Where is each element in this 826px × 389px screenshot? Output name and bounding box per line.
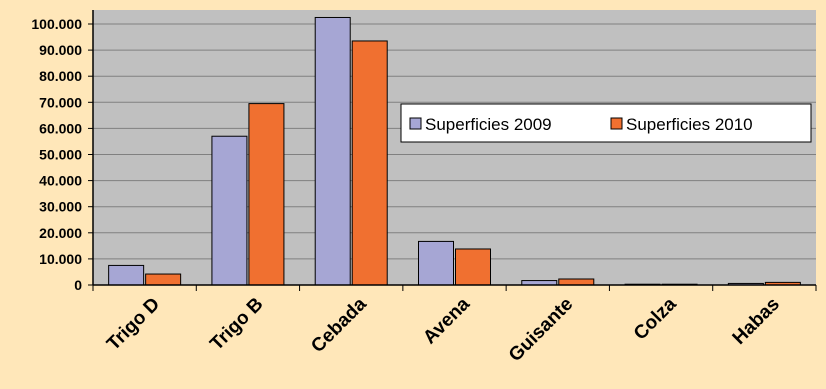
x-tick-label: Trigo D bbox=[103, 294, 164, 355]
x-tick-label: Avena bbox=[419, 293, 474, 348]
y-tick-label: 70.000 bbox=[39, 94, 82, 110]
x-axis-ticks: Trigo D Trigo B Cebada Avena Guisante Colza Ha… bbox=[103, 293, 784, 366]
bar-2010 bbox=[145, 273, 182, 286]
bar-2009 bbox=[314, 16, 351, 286]
y-tick-label: 60.000 bbox=[39, 120, 82, 136]
y-tick-label: 40.000 bbox=[39, 173, 82, 189]
legend-label-2010: Superficies 2010 bbox=[626, 115, 753, 134]
y-tick-label: 0 bbox=[74, 277, 82, 293]
x-tick-label: Trigo B bbox=[206, 294, 267, 355]
y-tick-label: 90.000 bbox=[39, 42, 82, 58]
bar-2010 bbox=[455, 248, 491, 286]
bar-2009 bbox=[108, 264, 145, 286]
legend-swatch-2009 bbox=[409, 117, 422, 130]
legend-label-2009: Superficies 2009 bbox=[425, 115, 552, 134]
x-tick-label: Habas bbox=[729, 294, 784, 349]
bar-2010 bbox=[248, 103, 285, 286]
y-tick-label: 80.000 bbox=[39, 68, 82, 84]
bar-2009 bbox=[418, 240, 454, 286]
bar-2010 bbox=[351, 40, 388, 286]
legend-box bbox=[400, 103, 812, 143]
x-tick-label: Cebada bbox=[307, 293, 371, 357]
legend-swatch-2010 bbox=[610, 117, 623, 130]
y-tick-label: 100.000 bbox=[31, 16, 82, 32]
bars bbox=[108, 16, 801, 286]
bar-2009 bbox=[211, 135, 248, 286]
y-tick-label: 10.000 bbox=[39, 251, 82, 267]
x-tick-label: Guisante bbox=[505, 294, 577, 366]
legend: Superficies 2009 Superficies 2010 bbox=[400, 103, 812, 143]
y-tick-label: 30.000 bbox=[39, 199, 82, 215]
axes bbox=[88, 10, 817, 291]
plot-area bbox=[93, 10, 816, 285]
y-tick-label: 20.000 bbox=[39, 225, 82, 241]
bar-2010 bbox=[558, 278, 595, 286]
y-axis-ticks: 0 10.000 20.000 30.000 40.000 50.000 60.000 70.… bbox=[31, 16, 82, 293]
y-tick-label: 50.000 bbox=[39, 147, 82, 163]
x-tick-label: Colza bbox=[630, 293, 681, 344]
